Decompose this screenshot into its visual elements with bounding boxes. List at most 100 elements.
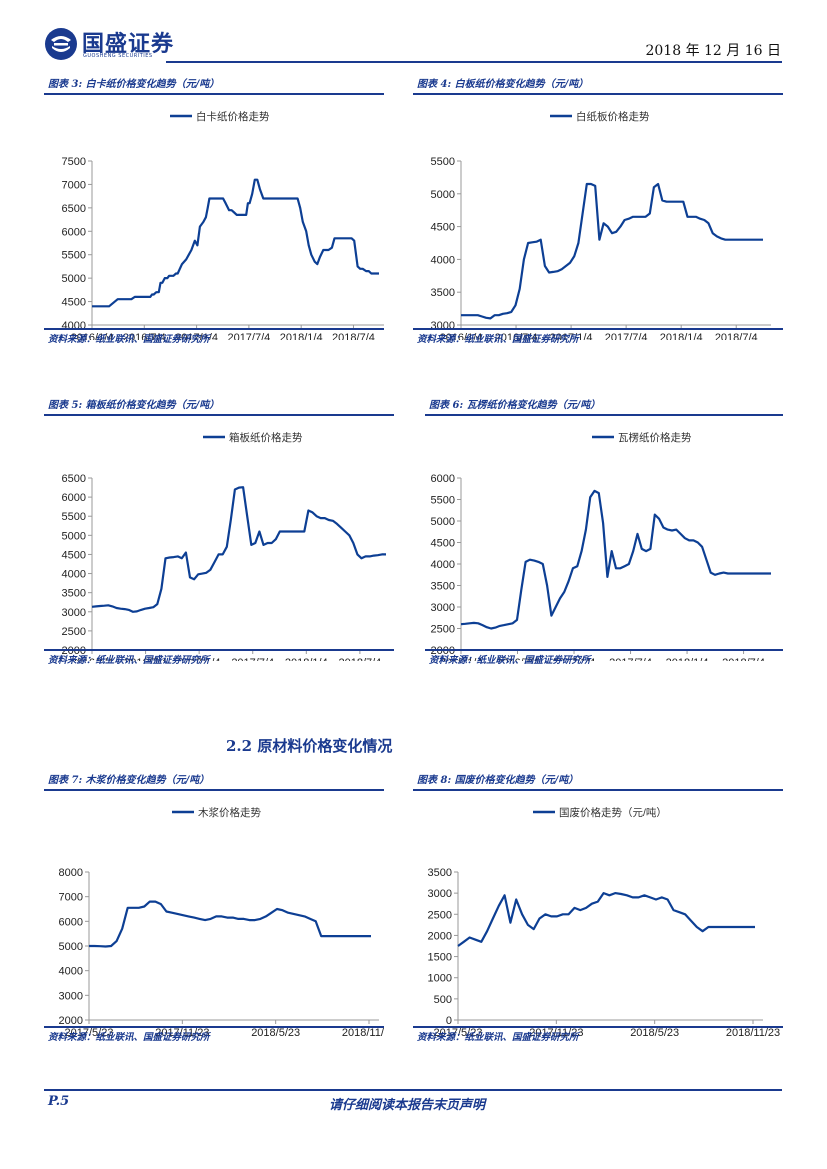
y-tick-label: 0 bbox=[446, 1015, 452, 1027]
y-tick-label: 2500 bbox=[428, 909, 452, 921]
figure-panel: 图表 4: 白板纸价格变化趋势（元/吨） 白纸板价格走势 3000 3500 4000 4… bbox=[413, 72, 783, 345]
figure-title-rule bbox=[425, 414, 783, 416]
figure-title-rule bbox=[44, 414, 394, 416]
figure-source: 资料来源：纸业联讯、国盛证券研究所 bbox=[429, 655, 591, 666]
y-tick-label: 2000 bbox=[62, 645, 86, 657]
page-number: P.5 bbox=[48, 1094, 70, 1109]
y-tick-label: 6000 bbox=[59, 916, 83, 928]
y-tick-label: 4500 bbox=[62, 549, 86, 561]
line-chart: 国废价格走势（元/吨） 0 500 1000 1500 2000 2500 3000 3500 2… bbox=[428, 806, 781, 1036]
x-tick-label: 2017/1/4 bbox=[175, 332, 218, 340]
figure-panel: 图表 8: 国废价格变化趋势（元/吨） 国废价格走势（元/吨） 0 500 1000 15… bbox=[413, 768, 783, 1043]
x-tick-label: 2018/5/23 bbox=[251, 1027, 300, 1036]
x-tick-label: 2016/1/4 bbox=[440, 332, 483, 340]
y-tick-label: 4500 bbox=[431, 538, 455, 550]
figure-panel: 图表 5: 箱板纸价格变化趋势（元/吨） 箱板纸价格走势 2000 2500 3000 3… bbox=[44, 393, 394, 666]
y-tick-label: 4000 bbox=[431, 254, 455, 266]
series-line bbox=[457, 892, 755, 947]
legend-label: 木浆价格走势 bbox=[198, 806, 261, 819]
figure-title: 图表 6: 瓦楞纸价格变化趋势（元/吨） bbox=[429, 400, 601, 411]
x-tick-label: 2016/1/4 bbox=[71, 657, 114, 661]
x-tick-label: 2017/7/4 bbox=[227, 332, 270, 340]
x-tick-label: 2018/11/23 bbox=[342, 1027, 384, 1036]
logo-icon bbox=[44, 27, 78, 61]
y-tick-label: 500 bbox=[434, 994, 452, 1006]
x-tick-label: 2016/1/4 bbox=[440, 657, 483, 661]
x-tick-label: 2016/7/4 bbox=[496, 657, 539, 661]
y-tick-label: 5000 bbox=[62, 273, 86, 285]
y-tick-label: 4000 bbox=[59, 966, 83, 978]
y-tick-label: 6000 bbox=[62, 492, 86, 504]
series-line bbox=[91, 486, 386, 613]
x-tick-label: 2016/1/4 bbox=[71, 332, 114, 340]
series-line bbox=[92, 178, 379, 308]
logo-subtitle: GUOSHENG SECURITIES bbox=[83, 53, 153, 59]
y-tick-label: 3500 bbox=[431, 287, 455, 299]
figure-panel: 图表 3: 白卡纸价格变化趋势（元/吨） 白卡纸价格走势 4000 4500 5000 5… bbox=[44, 72, 384, 345]
x-tick-label: 2017/11/23 bbox=[529, 1027, 583, 1036]
line-chart: 箱板纸价格走势 2000 2500 3000 3500 4000 4500 5000 5500 6… bbox=[62, 431, 394, 661]
figure-source: 资料来源：纸业联讯、国盛证券研究所 bbox=[48, 1032, 210, 1043]
y-tick-label: 5500 bbox=[431, 156, 455, 168]
section-title: 2.2 原材料价格变化情况 bbox=[226, 737, 393, 755]
logo-name: 国盛证券 bbox=[82, 32, 175, 57]
figure-bottom-rule bbox=[44, 1026, 384, 1028]
x-tick-label: 2018/1/4 bbox=[285, 657, 328, 661]
x-tick-label: 2016/7/4 bbox=[123, 332, 166, 340]
y-tick-label: 3000 bbox=[428, 888, 452, 900]
x-tick-label: 2018/7/4 bbox=[715, 332, 758, 340]
y-tick-label: 4500 bbox=[431, 222, 455, 234]
y-tick-label: 4000 bbox=[431, 559, 455, 571]
y-tick-label: 3500 bbox=[431, 581, 455, 593]
figure-source: 资料来源：纸业联讯、国盛证券研究所 bbox=[417, 334, 579, 345]
x-tick-label: 2016/7/4 bbox=[495, 332, 538, 340]
figure-source: 资料来源：纸业联讯、国盛证券研究所 bbox=[48, 334, 210, 345]
line-chart: 白卡纸价格走势400045005000550060006500700075002… bbox=[62, 110, 384, 340]
y-tick-label: 2000 bbox=[431, 645, 455, 657]
y-tick-label: 1500 bbox=[428, 952, 452, 964]
legend-label: 箱板纸价格走势 bbox=[229, 431, 303, 444]
figure-panel: 图表 6: 瓦楞纸价格变化趋势（元/吨） 瓦楞纸价格走势 2000 2500 3000 3… bbox=[425, 393, 783, 666]
figure-panel: 图表 7: 木浆价格变化趋势（元/吨） 木浆价格走势 2000 3000 4000 500… bbox=[44, 768, 384, 1043]
legend-label: 瓦楞纸价格走势 bbox=[618, 431, 692, 444]
figure-bottom-rule bbox=[425, 649, 783, 651]
x-tick-label: 2017/11/23 bbox=[155, 1027, 209, 1036]
figure-title-rule bbox=[44, 789, 384, 791]
x-tick-label: 2018/5/23 bbox=[630, 1027, 679, 1036]
figure-title-rule bbox=[44, 93, 384, 95]
y-tick-label: 5500 bbox=[62, 250, 86, 262]
figure-title-rule bbox=[413, 789, 783, 791]
y-tick-label: 5000 bbox=[431, 516, 455, 528]
y-tick-label: 5000 bbox=[431, 189, 455, 201]
series-line bbox=[461, 182, 763, 320]
figure-title: 图表 4: 白板纸价格变化趋势（元/吨） bbox=[417, 79, 589, 90]
y-tick-label: 4000 bbox=[62, 569, 86, 581]
figure-title: 图表 8: 国废价格变化趋势（元/吨） bbox=[417, 775, 579, 786]
figure-bottom-rule bbox=[44, 649, 394, 651]
y-tick-label: 6500 bbox=[62, 203, 86, 215]
figure-source: 资料来源：纸业联讯、国盛证券研究所 bbox=[417, 1032, 579, 1043]
x-tick-label: 2018/7/4 bbox=[332, 332, 375, 340]
y-tick-label: 3000 bbox=[62, 607, 86, 619]
x-tick-label: 2018/1/4 bbox=[280, 332, 323, 340]
y-tick-label: 3500 bbox=[62, 588, 86, 600]
report-date: 2018 年 12 月 16 日 bbox=[645, 43, 781, 59]
series-line bbox=[89, 900, 371, 948]
y-tick-label: 6000 bbox=[431, 473, 455, 485]
line-chart: 木浆价格走势 2000 3000 4000 5000 6000 7000 8000 2017/5… bbox=[59, 806, 384, 1036]
disclaimer-note: 请仔细阅读本报告末页声明 bbox=[329, 1098, 486, 1113]
y-tick-label: 3000 bbox=[431, 602, 455, 614]
figure-bottom-rule bbox=[413, 1026, 783, 1028]
y-tick-label: 3000 bbox=[59, 990, 83, 1002]
header-rule bbox=[166, 61, 782, 63]
footer-rule bbox=[44, 1089, 782, 1091]
figure-title: 图表 3: 白卡纸价格变化趋势（元/吨） bbox=[48, 79, 220, 90]
figure-bottom-rule bbox=[413, 328, 783, 330]
y-tick-label: 6500 bbox=[62, 473, 86, 485]
legend-label: 国废价格走势（元/吨） bbox=[559, 806, 667, 819]
figure-title: 图表 5: 箱板纸价格变化趋势（元/吨） bbox=[48, 400, 220, 411]
x-tick-label: 2017/5/23 bbox=[434, 1027, 483, 1036]
figure-source: 资料来源：纸业联讯、国盛证券研究所 bbox=[48, 655, 210, 666]
figure-title: 图表 7: 木浆价格变化趋势（元/吨） bbox=[48, 775, 210, 786]
y-tick-label: 4500 bbox=[62, 297, 86, 309]
